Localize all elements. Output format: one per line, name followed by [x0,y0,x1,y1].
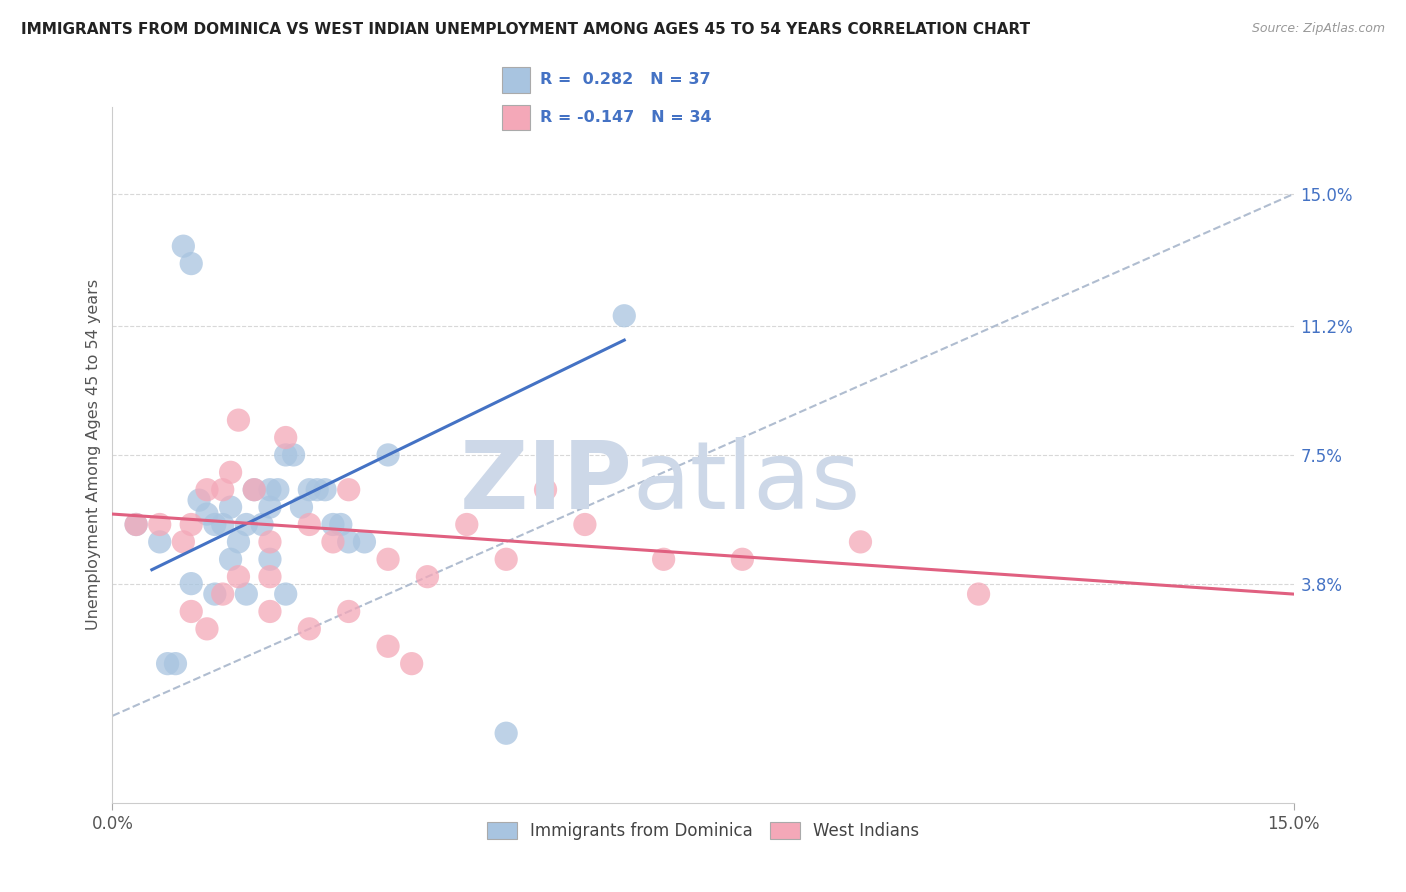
Point [274,430,297,444]
Point [235,517,257,532]
Point [274,448,297,462]
Point [377,552,399,566]
Point [267,483,290,497]
Text: atlas: atlas [633,437,860,529]
Point [337,483,360,497]
Point [180,257,202,271]
Point [259,605,281,619]
FancyBboxPatch shape [502,67,530,93]
Point [228,534,250,549]
Point [172,239,194,253]
Point [180,605,202,619]
Point [195,507,218,521]
Point [195,483,218,497]
Point [401,657,423,671]
Point [495,726,517,740]
Point [228,570,250,584]
Point [243,483,266,497]
Point [495,552,517,566]
Point [149,534,172,549]
Text: Source: ZipAtlas.com: Source: ZipAtlas.com [1251,22,1385,36]
Point [307,483,329,497]
Point [204,587,226,601]
Point [967,587,990,601]
Point [377,448,399,462]
Point [180,576,202,591]
Point [165,657,187,671]
Point [204,517,226,532]
Point [259,552,281,566]
Point [298,483,321,497]
Point [149,517,172,532]
Point [849,534,872,549]
Point [377,639,399,653]
Point [652,552,675,566]
Point [259,570,281,584]
Point [274,587,297,601]
Point [211,517,233,532]
Text: R =  0.282   N = 37: R = 0.282 N = 37 [540,72,711,87]
Point [613,309,636,323]
Point [574,517,596,532]
Point [259,500,281,514]
Point [353,534,375,549]
Point [180,517,202,532]
Point [298,622,321,636]
Text: ZIP: ZIP [460,437,633,529]
Point [243,483,266,497]
Point [211,587,233,601]
Point [125,517,148,532]
Point [259,534,281,549]
Legend: Immigrants from Dominica, West Indians: Immigrants from Dominica, West Indians [481,815,925,847]
Text: R = -0.147   N = 34: R = -0.147 N = 34 [540,110,711,125]
Point [322,517,344,532]
Point [188,493,211,508]
Point [416,570,439,584]
Point [259,483,281,497]
Point [314,483,336,497]
Point [156,657,179,671]
Point [456,517,478,532]
FancyBboxPatch shape [502,104,530,130]
Point [125,517,148,532]
Point [219,466,242,480]
Point [290,500,312,514]
Point [219,500,242,514]
Point [322,534,344,549]
Point [283,448,305,462]
Point [228,413,250,427]
Point [172,534,194,549]
Point [195,622,218,636]
Point [534,483,557,497]
Point [731,552,754,566]
Text: IMMIGRANTS FROM DOMINICA VS WEST INDIAN UNEMPLOYMENT AMONG AGES 45 TO 54 YEARS C: IMMIGRANTS FROM DOMINICA VS WEST INDIAN … [21,22,1031,37]
Point [235,587,257,601]
Point [298,517,321,532]
Point [337,605,360,619]
Point [250,517,273,532]
Y-axis label: Unemployment Among Ages 45 to 54 years: Unemployment Among Ages 45 to 54 years [86,279,101,631]
Point [329,517,352,532]
Point [219,552,242,566]
Point [211,483,233,497]
Point [337,534,360,549]
